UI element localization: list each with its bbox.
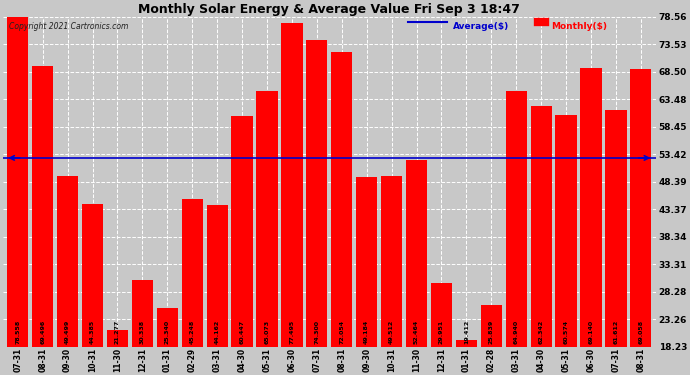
Text: 45.248: 45.248 [190,320,195,344]
Bar [630,69,651,346]
Bar [431,282,452,346]
Text: 49.184: 49.184 [364,320,369,344]
Bar [580,68,602,346]
Text: Copyright 2021 Cartronics.com: Copyright 2021 Cartronics.com [9,22,128,31]
Text: 61.612: 61.612 [613,320,618,344]
Text: Monthly($): Monthly($) [551,22,607,31]
Text: 52.758: 52.758 [15,132,20,156]
Bar [231,116,253,346]
Text: 64.940: 64.940 [514,320,519,344]
Bar [381,176,402,346]
Text: 25.839: 25.839 [489,320,494,344]
Bar [32,66,53,347]
Text: 44.385: 44.385 [90,320,95,344]
Bar [206,205,228,346]
Bar [306,40,328,346]
Text: 62.342: 62.342 [539,320,544,344]
Bar [481,305,502,347]
Bar [406,159,427,346]
Text: 49.499: 49.499 [65,320,70,344]
Text: 69.496: 69.496 [40,320,45,344]
Bar [282,23,302,346]
Text: 65.073: 65.073 [264,320,270,344]
Text: 29.951: 29.951 [439,320,444,344]
Text: 60.447: 60.447 [239,320,244,344]
Text: 25.340: 25.340 [165,320,170,344]
Text: 72.054: 72.054 [339,320,344,344]
Bar [456,340,477,346]
Bar [132,280,153,346]
Bar [7,17,28,346]
Bar [531,105,552,346]
Text: 69.058: 69.058 [638,320,643,344]
Text: 30.338: 30.338 [140,320,145,344]
Bar [555,115,577,346]
Text: 69.140: 69.140 [589,320,593,344]
Text: 74.300: 74.300 [315,320,319,344]
Text: 60.574: 60.574 [564,320,569,344]
Bar [605,110,627,347]
Bar [257,91,277,346]
Text: Average($): Average($) [453,22,510,31]
Title: Monthly Solar Energy & Average Value Fri Sep 3 18:47: Monthly Solar Energy & Average Value Fri… [139,3,520,16]
Bar [57,176,78,346]
Text: 77.495: 77.495 [289,320,295,344]
Text: 49.512: 49.512 [389,320,394,344]
Bar [506,92,527,346]
Bar [356,177,377,346]
Text: 44.162: 44.162 [215,320,219,344]
Text: 52.464: 52.464 [414,320,419,344]
Bar [107,330,128,346]
Text: 52.758: 52.758 [638,132,643,156]
Bar [157,308,178,347]
Text: 21.277: 21.277 [115,320,120,344]
Bar [82,204,103,346]
Bar [331,53,353,346]
Text: 19.412: 19.412 [464,320,469,344]
Bar [181,199,203,346]
Text: 78.558: 78.558 [15,320,20,344]
